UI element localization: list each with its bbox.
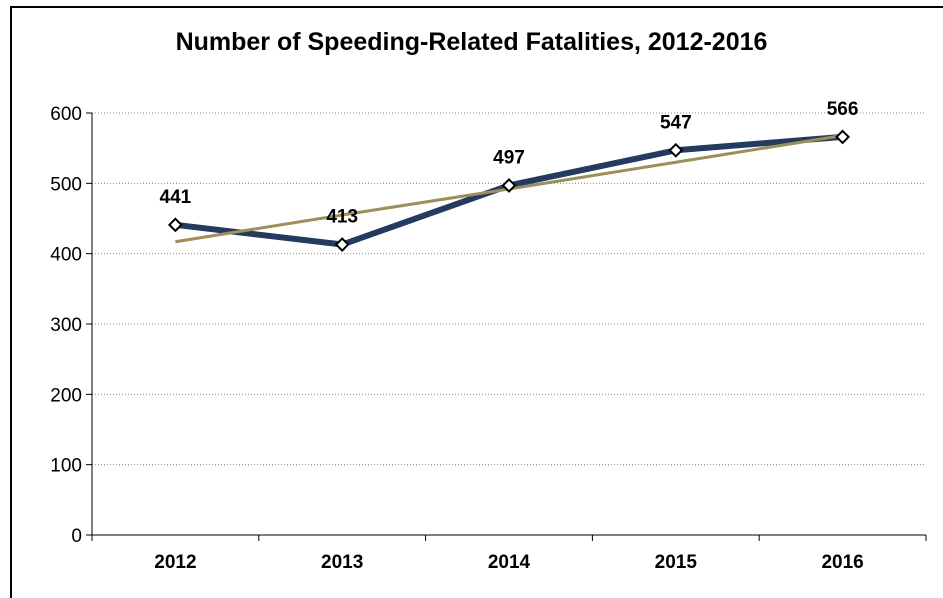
y-tick-label: 100	[50, 456, 82, 477]
axes	[86, 112, 927, 541]
x-tick-label: 2014	[488, 552, 531, 573]
chart-frame	[10, 6, 943, 598]
data-label: 441	[160, 187, 192, 208]
x-tick-label: 2013	[321, 552, 363, 573]
data-label: 547	[660, 112, 692, 133]
data-label: 497	[493, 147, 525, 168]
data-markers	[167, 129, 851, 252]
y-tick-label: 600	[50, 104, 82, 125]
data-point-marker	[167, 217, 183, 233]
y-tick-label: 0	[71, 526, 82, 547]
y-tick-label: 500	[50, 174, 82, 195]
y-tick-label: 400	[50, 245, 82, 266]
data-label: 413	[326, 207, 358, 228]
data-point-marker	[668, 142, 684, 158]
x-tick-labels: 2012 2013 2014 2015 2016	[154, 552, 863, 573]
data-point-marker	[501, 178, 517, 193]
chart-title: Number of Speeding-Related Fatalities, 2…	[175, 28, 768, 56]
x-tick-label: 2012	[154, 552, 196, 573]
y-tick-labels: 0 100 200 300 400 500 600	[50, 104, 82, 547]
x-tick-label: 2015	[655, 552, 698, 573]
y-tick-label: 300	[50, 315, 82, 336]
data-point-marker	[835, 129, 851, 145]
x-tick-label: 2016	[821, 552, 863, 573]
data-label: 566	[827, 99, 859, 120]
y-tick-label: 200	[50, 385, 82, 406]
data-labels: 441 413 497 547 566	[160, 99, 859, 228]
data-point-marker	[334, 237, 350, 252]
